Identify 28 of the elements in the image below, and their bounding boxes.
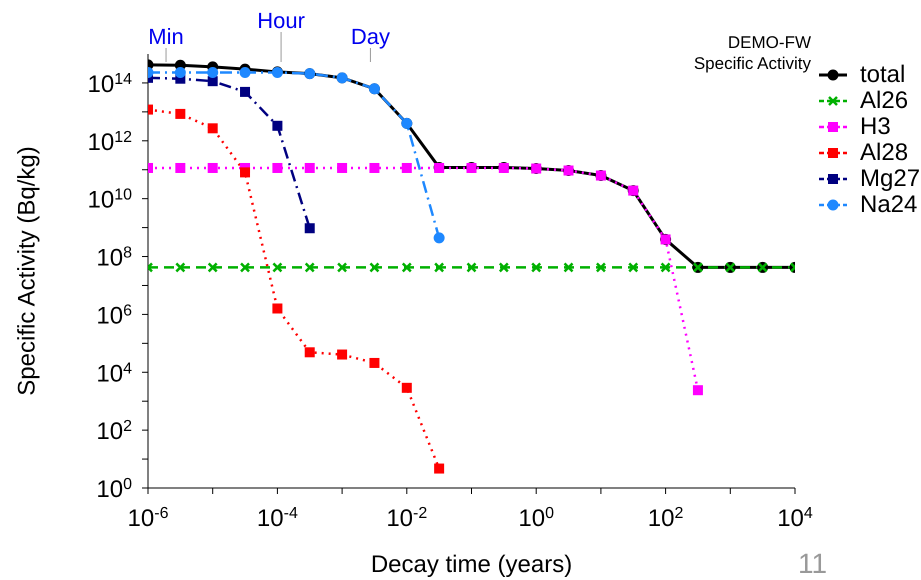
y-axis-title: Specific Activity (Bq/kg) (14, 146, 41, 396)
y-tick-label: 10$^{14}$ (88, 70, 132, 98)
x-axis-title: Decay time (years) (370, 551, 572, 578)
y-tick-label: 10$^{10}$ (88, 186, 132, 214)
y-tick-label: 10$^{2}$ (96, 418, 132, 446)
x-tick-label: 10$^{-6}$ (128, 504, 169, 532)
y-tick-label: 10$^{8}$ (96, 244, 132, 272)
legend-label: Al26 (860, 87, 908, 115)
legend-label: H3 (860, 113, 891, 141)
chart-subtitle: Specific Activity (694, 53, 811, 74)
legend-label: Na24 (860, 191, 918, 219)
y-tick-label: 10$^{0}$ (96, 476, 132, 503)
y-tick-label: 10$^{6}$ (96, 302, 132, 330)
ref-line-label: Hour (257, 8, 305, 33)
ref-line-label: Min (148, 24, 184, 49)
ref-line-label: Day (350, 24, 390, 49)
text: 11 (798, 548, 828, 580)
chart-title: DEMO-FW (726, 32, 811, 53)
x-tick-label: 10$^{-2}$ (386, 504, 428, 532)
x-tick-label: 10$^{-4}$ (256, 504, 298, 532)
legend-label: Mg27 (860, 165, 920, 193)
y-tick-label: 10$^{4}$ (96, 360, 132, 388)
x-tick-label: 10$^{0}$ (518, 504, 554, 532)
x-tick-label: 10$^{2}$ (648, 504, 684, 532)
legend-label: total (860, 61, 906, 89)
x-tick-label: 10$^{4}$ (777, 504, 813, 532)
y-tick-label: 10$^{12}$ (88, 128, 132, 156)
legend-label: Al28 (860, 139, 908, 167)
